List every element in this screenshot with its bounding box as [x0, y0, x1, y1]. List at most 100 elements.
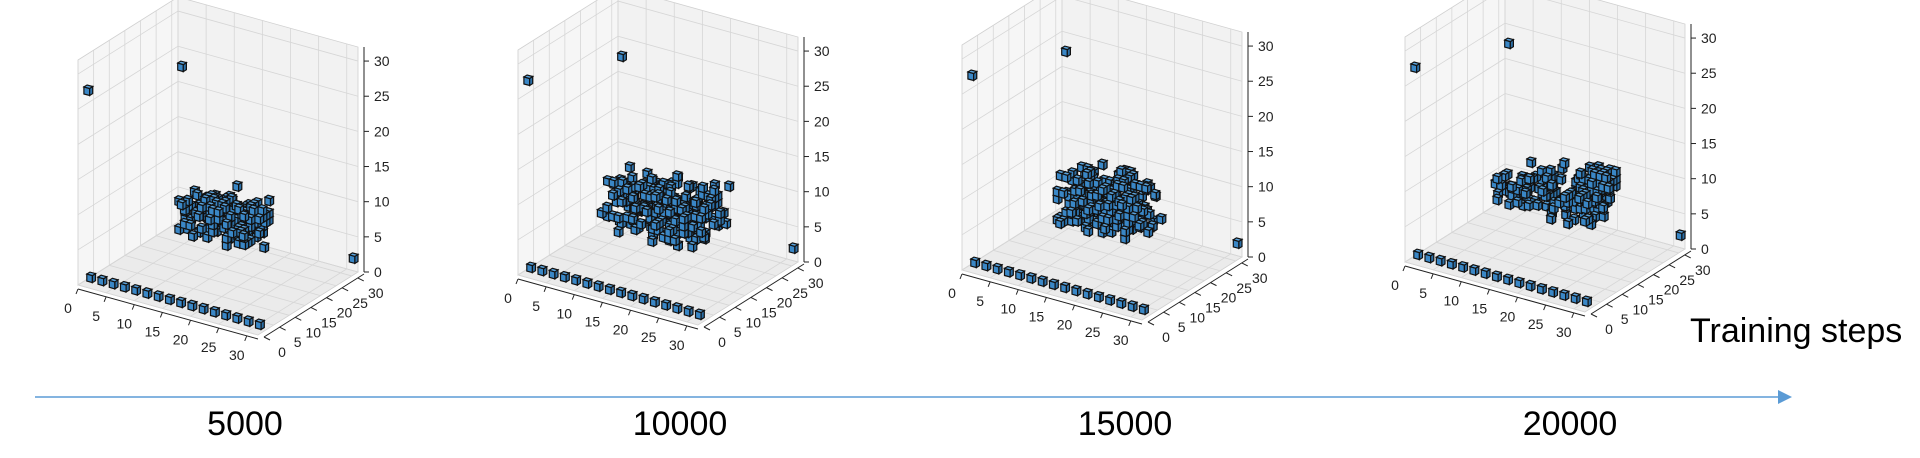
voxel: [682, 180, 695, 193]
voxel-face: [1409, 61, 1422, 67]
voxel-face: [649, 190, 662, 196]
voxel: [1503, 37, 1515, 50]
voxel-face: [624, 161, 636, 166]
voxel: [536, 264, 549, 277]
voxel-face: [184, 219, 197, 225]
voxel-face: [522, 74, 535, 80]
gridline: [1451, 232, 1632, 283]
z-tick-label: 5: [1701, 206, 1709, 222]
voxel: [1546, 179, 1558, 192]
voxel: [522, 74, 535, 87]
x-tick: [684, 325, 688, 332]
x-tick-label: 15: [1029, 308, 1045, 324]
y-tick: [1210, 282, 1217, 287]
y-tick: [1163, 311, 1170, 316]
gridline: [617, 70, 799, 122]
y-tick: [750, 297, 758, 301]
voxel: [629, 202, 642, 215]
voxel-face: [1025, 272, 1038, 277]
voxel: [1525, 156, 1538, 169]
voxel: [1065, 206, 1078, 219]
voxel-face: [621, 183, 634, 188]
y-tick: [263, 336, 271, 341]
voxel-face: [1081, 287, 1094, 293]
x-tick: [515, 278, 519, 285]
voxel: [233, 203, 246, 216]
gridline: [517, 106, 619, 170]
x-tick-label: 30: [229, 347, 245, 363]
voxel-face: [1119, 225, 1131, 231]
z-tick-label: 0: [1701, 241, 1709, 257]
voxel-face: [698, 203, 711, 208]
voxel: [1071, 174, 1084, 187]
voxel-face: [1096, 158, 1109, 164]
y-axis-line: [1147, 258, 1249, 323]
voxel-face: [709, 179, 721, 184]
gridline: [1504, 22, 1686, 74]
x-tick-label: 20: [1057, 316, 1073, 332]
voxel-face: [220, 308, 232, 314]
gridline: [1061, 30, 1243, 82]
voxel-face: [1492, 188, 1504, 193]
z-tick-label: 10: [374, 194, 390, 210]
voxel: [1523, 172, 1536, 186]
gridline: [177, 80, 359, 132]
gridline: [77, 45, 179, 110]
gridline: [617, 35, 799, 87]
voxel: [1083, 177, 1095, 190]
voxel-face: [646, 235, 659, 240]
voxel: [1674, 229, 1687, 242]
voxel: [1569, 292, 1582, 305]
voxel-face: [173, 195, 186, 200]
y-tick: [1194, 292, 1202, 296]
voxel-face: [1102, 199, 1115, 205]
voxel: [1070, 284, 1083, 297]
voxel-face: [627, 212, 639, 218]
voxel-face: [1059, 281, 1071, 287]
x-tick-label: 20: [1500, 308, 1516, 324]
voxel: [231, 180, 244, 193]
voxel-face: [704, 199, 717, 204]
y-tick: [781, 277, 789, 282]
voxel-face: [216, 198, 229, 204]
voxel-face: [649, 219, 662, 224]
voxel-face: [1036, 275, 1049, 281]
voxel: [82, 84, 95, 97]
gridline: [617, 106, 799, 157]
voxel-face: [220, 218, 233, 223]
z-tick-label: 0: [814, 254, 822, 270]
voxel: [1082, 203, 1095, 217]
voxel-face: [1573, 192, 1586, 198]
voxel: [1126, 300, 1139, 313]
voxel: [1545, 212, 1558, 226]
voxel-face: [695, 212, 707, 217]
voxel: [649, 190, 662, 204]
voxel-face: [1124, 171, 1136, 177]
z-tick-label: 5: [1258, 214, 1266, 230]
voxel: [687, 220, 699, 234]
voxel-face: [197, 302, 210, 308]
voxel-face: [677, 212, 690, 218]
gridline: [77, 284, 259, 336]
z-tick-label: 0: [374, 264, 382, 280]
voxel-face: [612, 211, 625, 217]
voxel: [969, 256, 981, 269]
gridline: [77, 151, 179, 216]
voxel: [1412, 248, 1424, 261]
x-tick-label: 25: [641, 329, 657, 345]
z-tick-label: 25: [1258, 73, 1274, 89]
x-tick-label: 30: [1556, 324, 1572, 340]
gridline: [961, 66, 1063, 130]
voxel-face: [1609, 165, 1622, 171]
y-tick-label: 5: [294, 334, 302, 350]
voxel: [1502, 273, 1514, 286]
voxel-face: [629, 202, 642, 208]
x-tick: [1543, 304, 1547, 311]
gridline: [564, 245, 745, 296]
voxel: [1054, 217, 1066, 230]
voxel: [612, 225, 625, 238]
voxel: [1036, 275, 1049, 288]
voxel: [695, 212, 707, 225]
